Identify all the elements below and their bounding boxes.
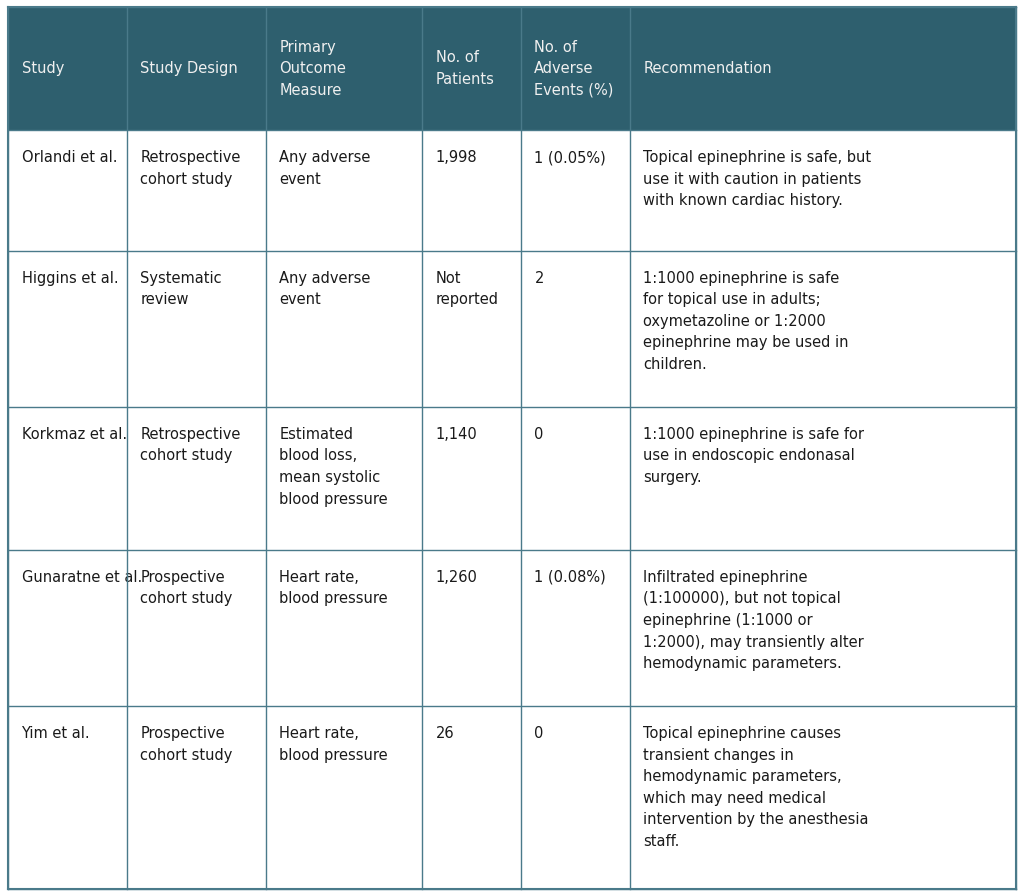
Bar xyxy=(8,251,1016,407)
Text: Higgins et al.: Higgins et al. xyxy=(22,271,118,286)
Text: Orlandi et al.: Orlandi et al. xyxy=(22,150,117,165)
Text: Retrospective
cohort study: Retrospective cohort study xyxy=(140,150,241,187)
Text: 1,260: 1,260 xyxy=(435,570,477,585)
Bar xyxy=(8,130,1016,251)
Text: 1:1000 epinephrine is safe for
use in endoscopic endonasal
surgery.: 1:1000 epinephrine is safe for use in en… xyxy=(643,427,864,485)
Text: Yim et al.: Yim et al. xyxy=(22,726,90,741)
Text: Not
reported: Not reported xyxy=(435,271,499,307)
Text: 1,998: 1,998 xyxy=(435,150,477,165)
Text: Recommendation: Recommendation xyxy=(643,62,772,76)
Text: Any adverse
event: Any adverse event xyxy=(280,150,371,187)
Text: Korkmaz et al.: Korkmaz et al. xyxy=(22,427,127,442)
Text: Heart rate,
blood pressure: Heart rate, blood pressure xyxy=(280,570,388,606)
Text: Study: Study xyxy=(22,62,63,76)
Text: Primary
Outcome
Measure: Primary Outcome Measure xyxy=(280,39,346,98)
Text: Gunaratne et al.: Gunaratne et al. xyxy=(22,570,141,585)
Text: Any adverse
event: Any adverse event xyxy=(280,271,371,307)
Bar xyxy=(8,7,1016,130)
Bar xyxy=(8,706,1016,889)
Text: Prospective
cohort study: Prospective cohort study xyxy=(140,726,232,763)
Text: 0: 0 xyxy=(535,427,544,442)
Text: Infiltrated epinephrine
(1:100000), but not topical
epinephrine (1:1000 or
1:200: Infiltrated epinephrine (1:100000), but … xyxy=(643,570,864,672)
Text: Systematic
review: Systematic review xyxy=(140,271,222,307)
Bar xyxy=(8,550,1016,706)
Text: 0: 0 xyxy=(535,726,544,741)
Text: No. of
Patients: No. of Patients xyxy=(435,51,495,87)
Text: Heart rate,
blood pressure: Heart rate, blood pressure xyxy=(280,726,388,763)
Text: 26: 26 xyxy=(435,726,455,741)
Text: Prospective
cohort study: Prospective cohort study xyxy=(140,570,232,606)
Text: Topical epinephrine causes
transient changes in
hemodynamic parameters,
which ma: Topical epinephrine causes transient cha… xyxy=(643,726,868,849)
Bar xyxy=(8,407,1016,550)
Text: Topical epinephrine is safe, but
use it with caution in patients
with known card: Topical epinephrine is safe, but use it … xyxy=(643,150,871,208)
Text: Estimated
blood loss,
mean systolic
blood pressure: Estimated blood loss, mean systolic bloo… xyxy=(280,427,388,506)
Text: Study Design: Study Design xyxy=(140,62,239,76)
Text: No. of
Adverse
Events (%): No. of Adverse Events (%) xyxy=(535,39,613,98)
Text: Retrospective
cohort study: Retrospective cohort study xyxy=(140,427,241,463)
Text: 1:1000 epinephrine is safe
for topical use in adults;
oxymetazoline or 1:2000
ep: 1:1000 epinephrine is safe for topical u… xyxy=(643,271,849,372)
Text: 2: 2 xyxy=(535,271,544,286)
Text: 1 (0.05%): 1 (0.05%) xyxy=(535,150,606,165)
Text: 1 (0.08%): 1 (0.08%) xyxy=(535,570,606,585)
Text: 1,140: 1,140 xyxy=(435,427,477,442)
